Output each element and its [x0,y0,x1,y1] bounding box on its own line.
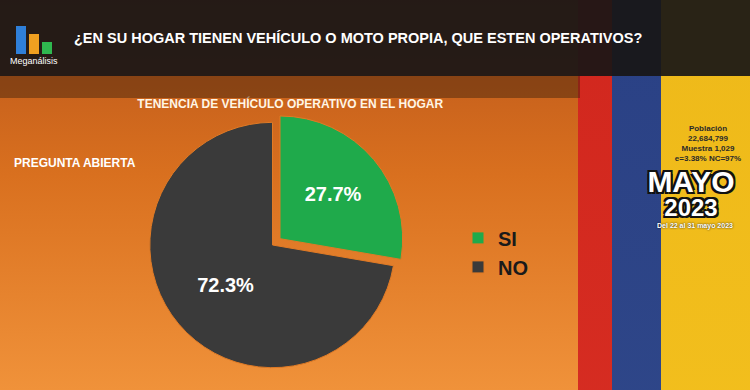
html-text:Meganálisis: Meganálisis [10,56,58,66]
html-text:Muestra 1,029: Muestra 1,029 [681,144,735,153]
html-text:PREGUNTA ABIERTA: PREGUNTA ABIERTA [14,156,136,170]
svg-text:72.3%: 72.3% [197,274,254,296]
html-text:¿EN SU HOGAR TIENEN VEHÍCULO O: ¿EN SU HOGAR TIENEN VEHÍCULO O MOTO PROP… [74,30,643,46]
svg-text:TENENCIA DE VEHÍCULO OPERATIVO: TENENCIA DE VEHÍCULO OPERATIVO EN EL HOG… [137,96,443,111]
html-text:MAYO: MAYO [647,165,735,198]
html-text:2023: 2023 [664,194,718,221]
svg-text:SI: SI [498,228,517,250]
html-text:Del 22 al 31 mayo 2023: Del 22 al 31 mayo 2023 [657,222,733,229]
html-text:22,684,799: 22,684,799 [688,134,728,143]
html-text:Población: Población [688,124,728,133]
svg-text:NO: NO [498,257,528,279]
svg-text:27.7%: 27.7% [305,183,362,205]
html-text:e=3.38% NC=97%: e=3.38% NC=97% [674,154,742,163]
